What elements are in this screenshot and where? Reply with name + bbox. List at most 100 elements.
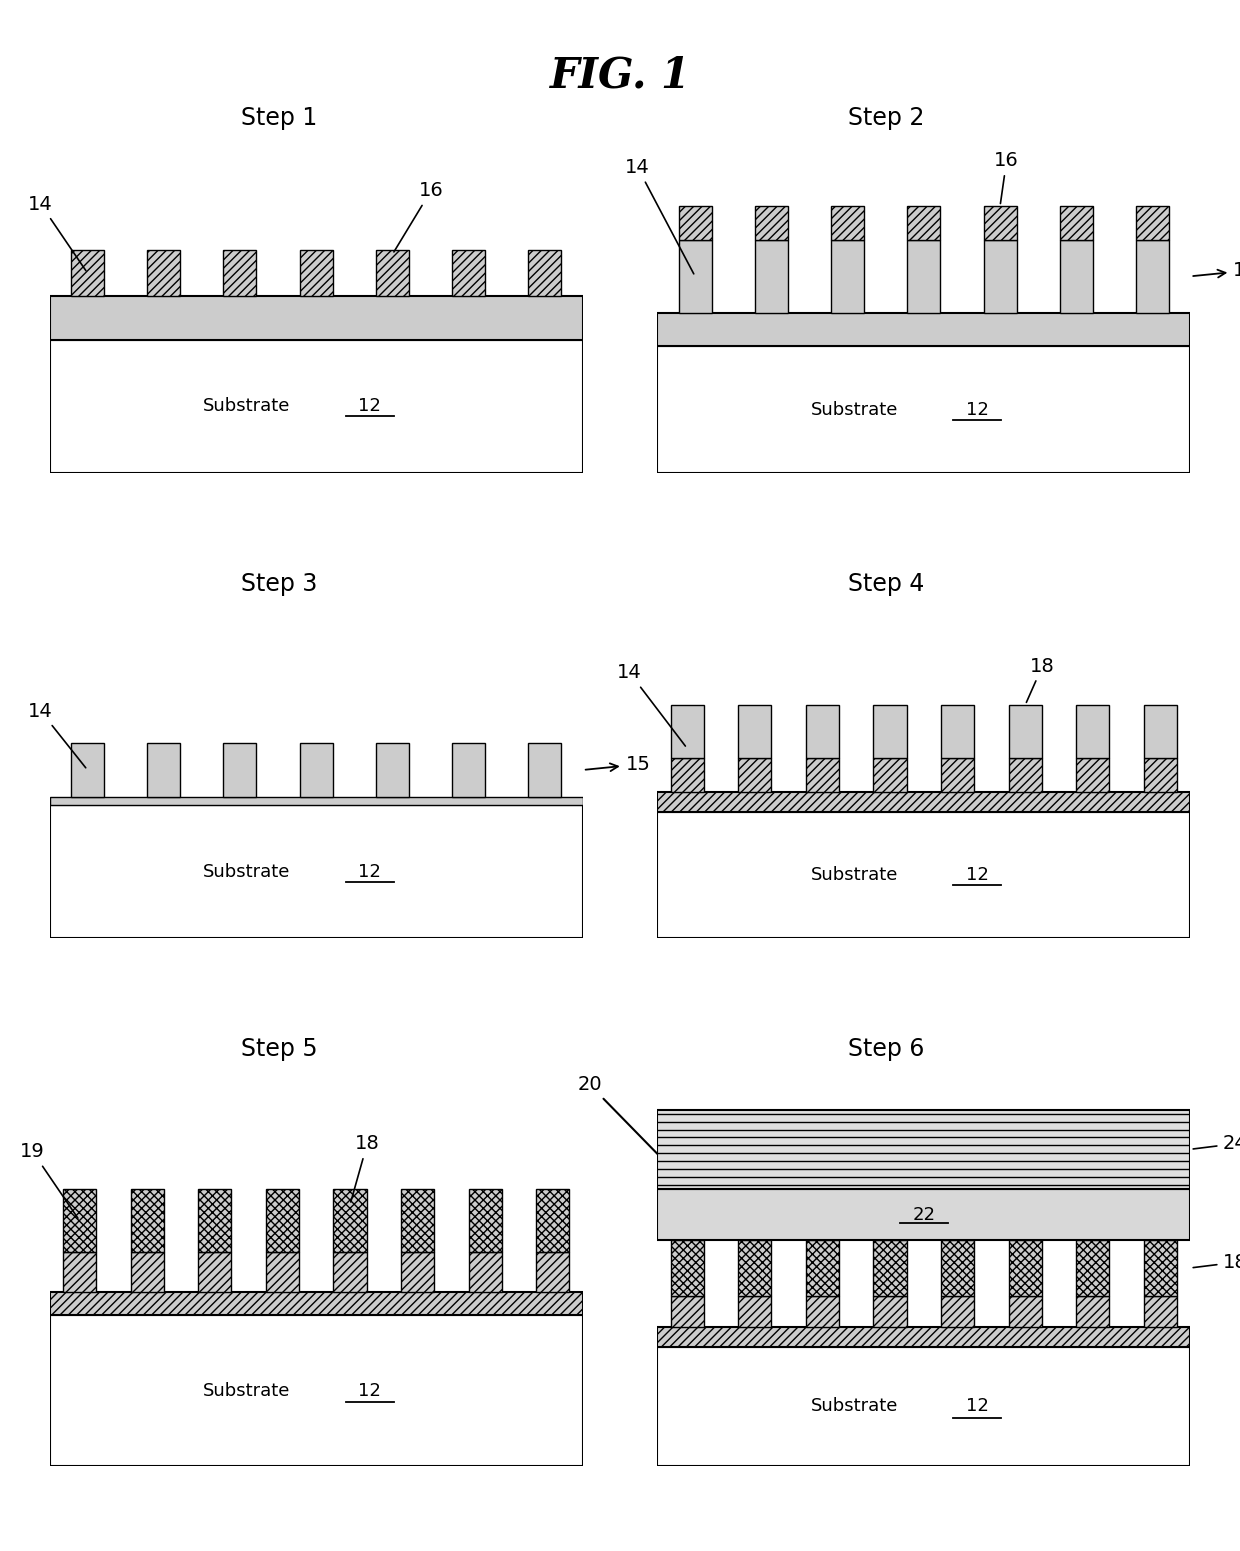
- Bar: [657, 313, 1190, 346]
- Text: 12: 12: [358, 397, 381, 416]
- Text: Substrate: Substrate: [203, 862, 290, 881]
- Text: Step 1: Step 1: [241, 107, 317, 130]
- Text: 16: 16: [394, 181, 444, 251]
- Bar: [376, 743, 409, 797]
- Bar: [223, 743, 257, 797]
- Text: 14: 14: [29, 194, 86, 271]
- Bar: [657, 1111, 1190, 1188]
- Bar: [678, 239, 712, 313]
- Bar: [1008, 1241, 1042, 1295]
- Bar: [300, 743, 332, 797]
- Text: Step 2: Step 2: [848, 107, 925, 130]
- Bar: [908, 206, 940, 240]
- Bar: [528, 743, 562, 797]
- Bar: [657, 1346, 1190, 1466]
- Bar: [1060, 206, 1092, 240]
- Text: 15: 15: [585, 755, 650, 774]
- Bar: [941, 1295, 975, 1328]
- Bar: [265, 1252, 299, 1292]
- Bar: [63, 1252, 95, 1292]
- Text: 15: 15: [1193, 261, 1240, 281]
- Bar: [941, 704, 975, 758]
- Text: 24: 24: [1193, 1134, 1240, 1154]
- Bar: [130, 1188, 164, 1252]
- Bar: [671, 1295, 703, 1328]
- Bar: [401, 1252, 434, 1292]
- Bar: [1145, 1241, 1177, 1295]
- Text: 12: 12: [966, 865, 988, 884]
- Bar: [657, 1188, 1190, 1241]
- Text: Substrate: Substrate: [811, 400, 898, 419]
- Bar: [334, 1252, 367, 1292]
- Bar: [873, 758, 906, 791]
- Bar: [941, 1241, 975, 1295]
- Bar: [376, 250, 409, 296]
- Text: Substrate: Substrate: [811, 1397, 898, 1416]
- Bar: [50, 1292, 583, 1315]
- Text: 22: 22: [913, 1205, 935, 1224]
- Bar: [469, 1188, 502, 1252]
- Bar: [983, 239, 1017, 313]
- Text: 20: 20: [578, 1075, 681, 1177]
- Text: Step 3: Step 3: [241, 572, 317, 596]
- Bar: [657, 811, 1190, 938]
- Bar: [671, 758, 703, 791]
- Text: 18: 18: [1027, 656, 1055, 703]
- Text: 14: 14: [29, 701, 86, 768]
- Bar: [678, 206, 712, 240]
- Bar: [537, 1252, 569, 1292]
- Bar: [71, 250, 104, 296]
- Bar: [831, 239, 864, 313]
- Bar: [1076, 1295, 1110, 1328]
- Text: FIG. 1: FIG. 1: [549, 54, 691, 96]
- Bar: [148, 743, 180, 797]
- Bar: [1076, 704, 1110, 758]
- Text: 12: 12: [966, 1397, 988, 1416]
- Bar: [671, 1241, 703, 1295]
- Bar: [983, 206, 1017, 240]
- Bar: [806, 758, 839, 791]
- Bar: [657, 346, 1190, 473]
- Bar: [50, 805, 583, 938]
- Bar: [50, 1315, 583, 1466]
- Text: Step 4: Step 4: [848, 572, 925, 596]
- Bar: [265, 1188, 299, 1252]
- Text: 16: 16: [994, 152, 1019, 203]
- Bar: [873, 1241, 906, 1295]
- Bar: [831, 206, 864, 240]
- Bar: [1060, 239, 1092, 313]
- Bar: [198, 1188, 232, 1252]
- Bar: [50, 797, 583, 805]
- Bar: [738, 704, 771, 758]
- Bar: [873, 704, 906, 758]
- Text: Substrate: Substrate: [203, 397, 290, 416]
- Bar: [537, 1188, 569, 1252]
- Text: 18: 18: [351, 1134, 379, 1202]
- Bar: [738, 758, 771, 791]
- Bar: [1145, 704, 1177, 758]
- Bar: [148, 250, 180, 296]
- Text: Substrate: Substrate: [203, 1382, 290, 1399]
- Bar: [334, 1188, 367, 1252]
- Bar: [223, 250, 257, 296]
- Text: 12: 12: [966, 400, 988, 419]
- Bar: [657, 1328, 1190, 1346]
- Bar: [1076, 758, 1110, 791]
- Bar: [1008, 758, 1042, 791]
- Text: Substrate: Substrate: [811, 865, 898, 884]
- Bar: [738, 1295, 771, 1328]
- Bar: [1145, 1295, 1177, 1328]
- Bar: [1008, 704, 1042, 758]
- Bar: [469, 1252, 502, 1292]
- Bar: [755, 206, 787, 240]
- Text: 14: 14: [618, 664, 686, 746]
- Bar: [1145, 758, 1177, 791]
- Bar: [671, 704, 703, 758]
- Text: 12: 12: [358, 862, 381, 881]
- Text: 14: 14: [625, 158, 693, 275]
- Bar: [941, 758, 975, 791]
- Text: Step 6: Step 6: [848, 1038, 925, 1061]
- Text: 19: 19: [20, 1142, 78, 1218]
- Bar: [1136, 206, 1169, 240]
- Bar: [528, 250, 562, 296]
